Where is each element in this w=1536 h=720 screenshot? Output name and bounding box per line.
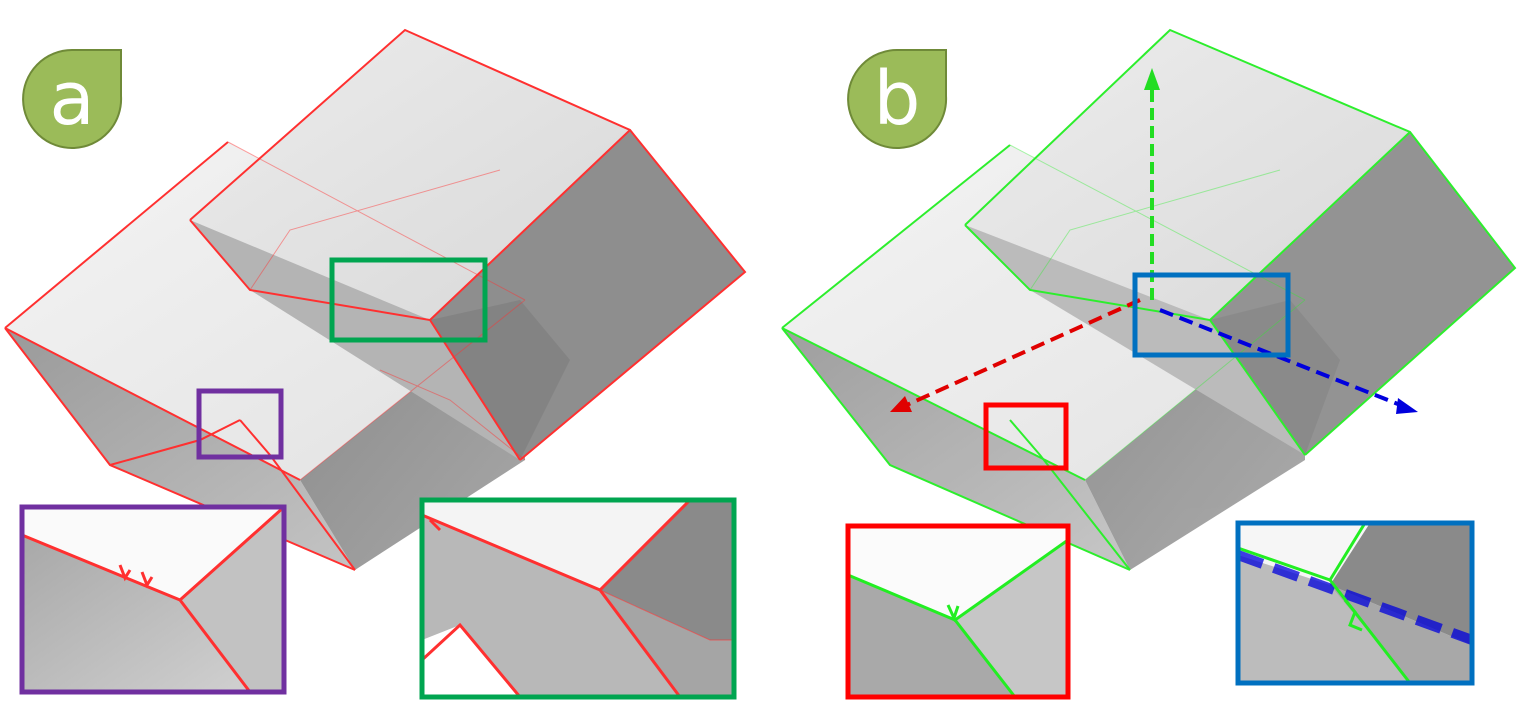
- panel-a: a: [4, 28, 747, 700]
- highlight-box-purple: [196, 388, 284, 460]
- zoom-inset-blue: [1235, 520, 1475, 686]
- zoom-inset-green: [419, 497, 737, 700]
- axis-z-arrow: [1159, 308, 1409, 410]
- zoom-inset-red: [845, 523, 1071, 700]
- axis-x-arrow: [899, 298, 1141, 410]
- panel-b: b: [781, 28, 1517, 700]
- coordinate-axes: [890, 68, 1418, 414]
- zoom-inset-purple: [19, 504, 287, 695]
- highlight-box-red: [983, 402, 1069, 471]
- panel-label-a: a: [49, 56, 94, 142]
- panel-label-b: b: [874, 56, 921, 142]
- panel-label-badge-a: a: [22, 49, 123, 149]
- panel-label-badge-b: b: [847, 49, 948, 149]
- highlight-box-green: [329, 257, 488, 343]
- highlight-box-blue: [1132, 272, 1291, 358]
- rock-model-a: [4, 28, 747, 571]
